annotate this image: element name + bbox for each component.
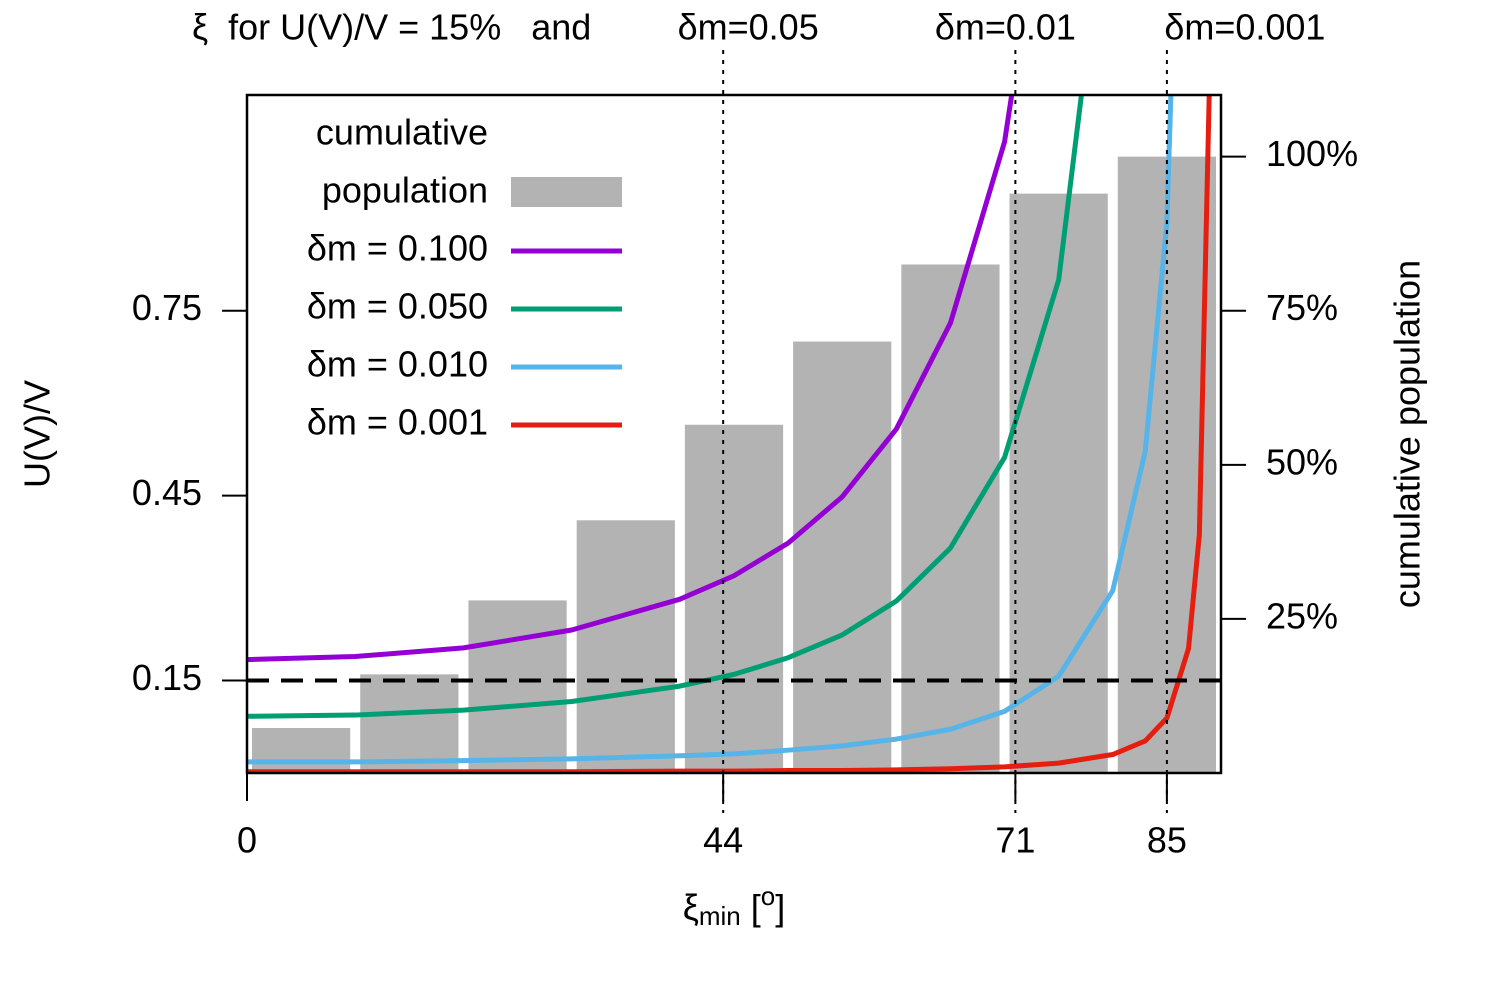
line-series: [247, 95, 1084, 719]
legend-label: δm = 0.010: [307, 344, 488, 385]
y-tick-label: 0.45: [132, 472, 202, 513]
x-axis-label: ξmin [o]: [683, 881, 786, 931]
y-axis-label: U(V)/V: [17, 380, 58, 488]
bar: [793, 341, 892, 773]
y2-tick-label: 100%: [1266, 133, 1358, 174]
x-label-close: ]: [775, 887, 785, 928]
bar: [252, 728, 351, 773]
bar: [468, 600, 567, 773]
vline-label: δm=0.001: [1164, 7, 1325, 48]
legend-label: δm = 0.050: [307, 286, 488, 327]
x-tick-label: 44: [703, 820, 743, 861]
x-tick-label: 85: [1147, 820, 1187, 861]
y2-axis-label: cumulative population: [1387, 260, 1428, 608]
y2-tick-label: 75%: [1266, 287, 1338, 328]
bar: [901, 264, 1000, 773]
legend-swatch: [511, 177, 622, 207]
bar: [360, 674, 459, 773]
vline-label: δm=0.05: [678, 7, 819, 48]
legend-label: population: [322, 170, 488, 211]
plot-frame: [245, 93, 1223, 775]
x-label-base: ξ: [683, 887, 699, 928]
x-tick-label: 71: [995, 820, 1035, 861]
y-tick-label: 0.15: [132, 657, 202, 698]
x-label-sub: min: [699, 901, 741, 931]
x-label-sup: o: [761, 881, 775, 911]
vline-label: δm=0.01: [935, 7, 1076, 48]
legend-label: δm = 0.100: [307, 228, 488, 269]
legend-label: δm = 0.001: [307, 402, 488, 443]
x-tick-label: 0: [237, 820, 257, 861]
bar: [576, 520, 675, 773]
plot-area: [247, 95, 1216, 773]
y2-tick-label: 25%: [1266, 595, 1338, 636]
y-tick-label: 0.75: [132, 287, 202, 328]
bar: [684, 424, 784, 773]
legend-label: cumulative: [316, 112, 488, 153]
chart-title: ξ for U(V)/V = 15% and: [192, 7, 591, 48]
x-label-open: [: [741, 887, 761, 928]
line-series: [247, 95, 1015, 663]
line-series: [247, 95, 1174, 765]
y2-tick-label: 50%: [1266, 441, 1338, 482]
